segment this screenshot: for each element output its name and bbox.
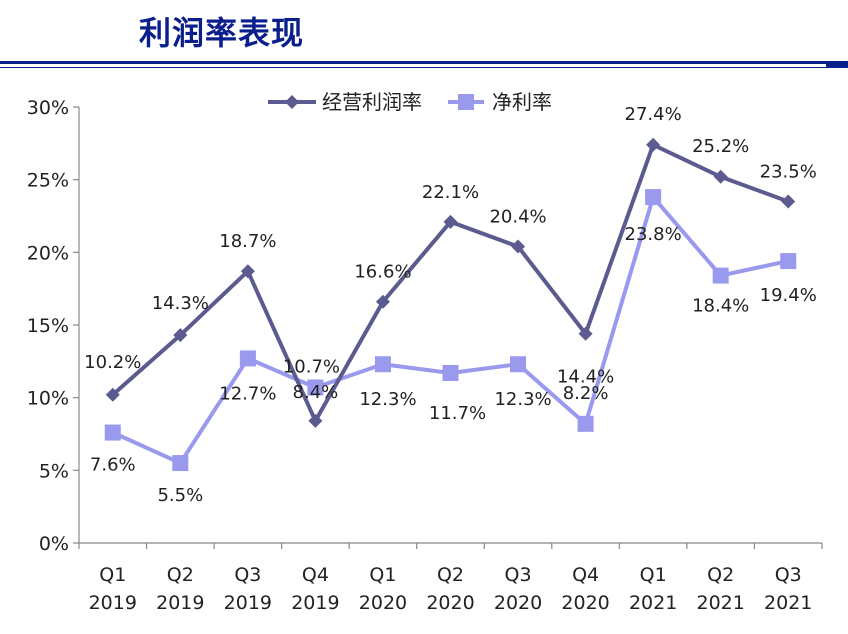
operating-margin-point [578, 326, 593, 341]
x-tick-label-year: 2021 [764, 592, 812, 614]
x-tick-label-year: 2019 [89, 592, 137, 614]
operating-margin-data-label: 25.2% [692, 136, 749, 157]
operating-margin-point [173, 328, 188, 343]
net-margin-data-label: 8.2% [563, 383, 609, 404]
x-tick-label-year: 2019 [224, 592, 272, 614]
x-tick-label-quarter: Q3 [505, 564, 532, 586]
operating-margin-data-label: 10.2% [84, 352, 141, 373]
legend-square-marker [458, 94, 474, 110]
y-tick-label: 10% [27, 388, 69, 410]
net-margin-point [645, 189, 662, 206]
net-margin-data-label: 12.7% [219, 383, 276, 404]
net-margin-point [307, 379, 324, 396]
operating-margin-data-label: 20.4% [489, 207, 546, 228]
operating-margin-data-label: 14.4% [557, 367, 614, 388]
net-margin-data-label: 5.5% [157, 485, 203, 506]
net-margin-data-label: 12.3% [494, 389, 551, 410]
operating-margin-data-label: 16.6% [354, 262, 411, 283]
operating-margin-point [511, 239, 526, 254]
net-margin-point [172, 455, 189, 472]
net-margin-data-label: 11.7% [429, 403, 486, 424]
operating-margin-point [443, 214, 458, 229]
operating-margin-point [240, 264, 255, 279]
x-tick-label-quarter: Q3 [775, 564, 802, 586]
operating-margin-data-label: 8.4% [293, 382, 339, 403]
y-tick-label: 25% [27, 170, 69, 192]
x-tick-label-year: 2020 [494, 592, 542, 614]
net-margin-point [780, 253, 797, 270]
x-tick-label-year: 2019 [291, 592, 339, 614]
y-tick-label: 20% [27, 242, 69, 264]
operating-margin-point [713, 169, 728, 184]
net-margin-data-label: 10.7% [283, 356, 340, 377]
net-margin-data-label: 23.8% [625, 224, 682, 245]
y-tick-label: 5% [39, 460, 69, 482]
x-tick-label-quarter: Q4 [572, 564, 599, 586]
x-tick-label-year: 2021 [697, 592, 745, 614]
net-margin-point [239, 350, 256, 367]
net-margin-data-label: 12.3% [359, 389, 416, 410]
legend-diamond-marker [285, 95, 299, 109]
net-margin-point [712, 267, 729, 284]
x-tick-label-quarter: Q3 [234, 564, 261, 586]
net-margin-point [577, 415, 594, 432]
operating-margin-data-label: 23.5% [760, 161, 817, 182]
x-tick-label-year: 2021 [629, 592, 677, 614]
net-margin-point [374, 356, 391, 373]
y-tick-label: 15% [27, 315, 69, 337]
y-tick-label: 30% [27, 97, 69, 119]
net-margin-data-label: 19.4% [760, 285, 817, 306]
legend-label: 净利率 [492, 90, 552, 114]
operating-margin-data-label: 22.1% [422, 182, 479, 203]
operating-margin-point [646, 137, 661, 152]
x-tick-label-quarter: Q4 [302, 564, 329, 586]
operating-margin-point [105, 387, 120, 402]
page-title: 利润率表现 [139, 14, 305, 52]
title-divider-end [826, 61, 848, 68]
title-divider [0, 61, 848, 64]
x-tick-label-quarter: Q1 [640, 564, 667, 586]
operating-margin-point [375, 294, 390, 309]
x-tick-label-year: 2019 [156, 592, 204, 614]
legend-label: 经营利润率 [322, 90, 422, 114]
net-margin-point [104, 424, 121, 441]
x-tick-label-quarter: Q1 [99, 564, 126, 586]
net-margin-point [510, 356, 527, 373]
x-tick-label-quarter: Q2 [167, 564, 194, 586]
operating-margin-data-label: 14.3% [152, 293, 209, 314]
x-tick-label-quarter: Q2 [437, 564, 464, 586]
net-margin-data-label: 7.6% [90, 455, 136, 476]
x-tick-label-year: 2020 [561, 592, 609, 614]
title-divider-thin [0, 67, 848, 68]
operating-margin-data-label: 18.7% [219, 231, 276, 252]
net-margin-data-label: 18.4% [692, 296, 749, 317]
x-tick-label-year: 2020 [359, 592, 407, 614]
operating-margin-data-label: 27.4% [625, 104, 682, 125]
y-tick-label: 0% [39, 533, 69, 555]
operating-margin-point [308, 413, 323, 428]
x-tick-label-quarter: Q2 [707, 564, 734, 586]
operating-margin-point [781, 194, 796, 209]
x-tick-label-quarter: Q1 [369, 564, 396, 586]
x-tick-label-year: 2020 [426, 592, 474, 614]
net-margin-point [442, 364, 459, 381]
